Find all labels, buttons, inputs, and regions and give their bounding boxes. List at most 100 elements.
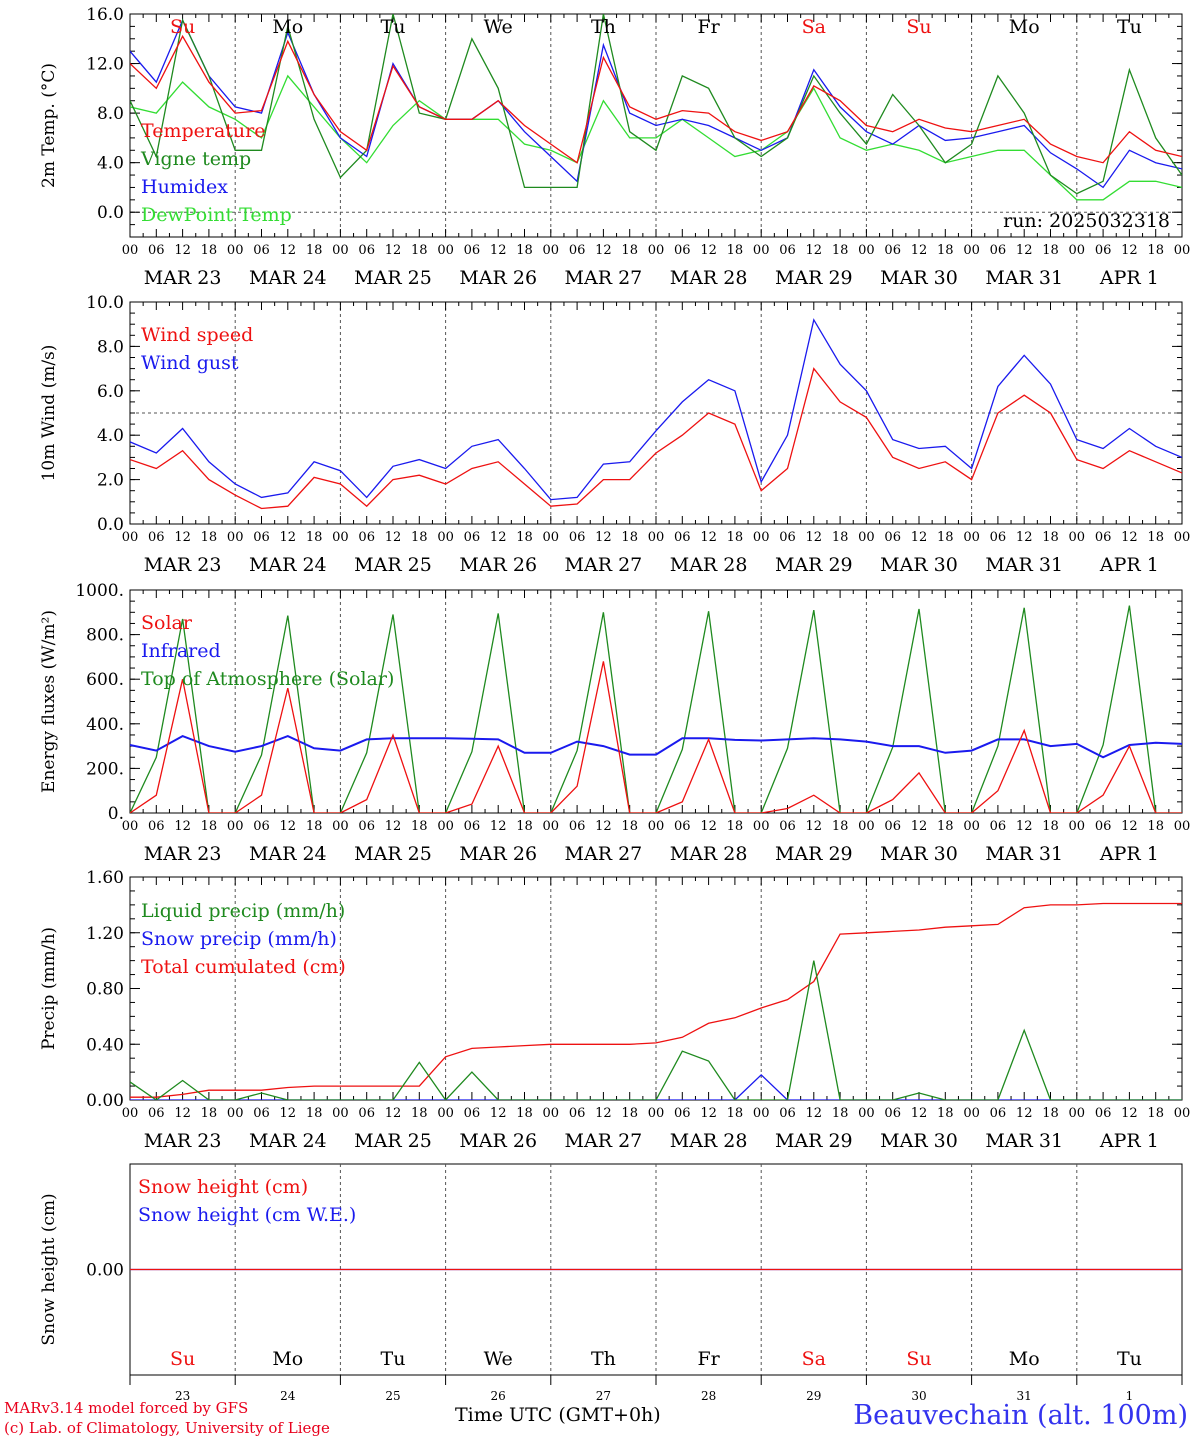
- day-number-label: 31: [1017, 1389, 1032, 1403]
- hour-tick-label: 12: [385, 1106, 402, 1121]
- hour-tick-label: 12: [806, 819, 823, 834]
- hour-tick-label: 00: [753, 530, 770, 545]
- hour-tick-label: 06: [990, 530, 1007, 545]
- hour-tick-label: 18: [1042, 819, 1059, 834]
- hour-tick-label: 12: [911, 1106, 928, 1121]
- day-number-label: 29: [806, 1389, 821, 1403]
- legend-entry: DewPoint Temp: [141, 204, 292, 226]
- y-tick-label: 16.0: [86, 5, 124, 25]
- date-label: MAR 27: [565, 267, 643, 289]
- run-label: run: 2025032318: [1003, 210, 1170, 232]
- hour-tick-label: 06: [464, 243, 481, 258]
- hour-tick-label: 06: [884, 243, 901, 258]
- date-label: MAR 25: [354, 554, 432, 576]
- date-label: APR 1: [1099, 843, 1159, 865]
- hour-tick-label: 12: [385, 819, 402, 834]
- hour-tick-label: 12: [1016, 819, 1033, 834]
- hour-tick-label: 12: [911, 530, 928, 545]
- weekday-label: Tu: [381, 1348, 406, 1370]
- hour-tick-label: 12: [490, 530, 507, 545]
- hour-tick-label: 00: [963, 819, 980, 834]
- panel-5: 0.00 Snow height (cm) Snow height (cm) Snow…: [39, 1163, 1183, 1403]
- hour-tick-label: 18: [832, 243, 849, 258]
- x-axis-title: Time UTC (GMT+0h): [455, 1404, 661, 1426]
- date-label: MAR 23: [144, 1130, 222, 1152]
- hour-tick-label: 12: [280, 1106, 297, 1121]
- date-label: MAR 31: [985, 1130, 1063, 1152]
- hour-tick-label: 06: [1095, 243, 1112, 258]
- hour-tick-label: 00: [543, 243, 560, 258]
- hour-tick-label: 06: [148, 530, 165, 545]
- y-tick-label: 2.0: [97, 471, 124, 491]
- day-number-label: 30: [911, 1389, 926, 1403]
- weekday-label: Mo: [272, 1348, 303, 1370]
- hour-tick-label: 18: [727, 530, 744, 545]
- y-tick-label: 4.0: [97, 426, 124, 446]
- panel-1: 16.0 12.0 8.0 4.0 0.0 2m Temp. (°C) Temperatur…: [39, 5, 1190, 289]
- hour-tick-label: 06: [884, 1106, 901, 1121]
- date-label: MAR 30: [880, 843, 958, 865]
- hour-tick-label: 18: [937, 1106, 954, 1121]
- hour-tick-label: 00: [648, 819, 665, 834]
- hour-tick-label: 00: [437, 1106, 454, 1121]
- y-tick-label: 0.0: [97, 203, 124, 223]
- hour-tick-label: 18: [201, 1106, 218, 1121]
- hour-tick-label: 00: [437, 530, 454, 545]
- hour-tick-label: 12: [595, 819, 612, 834]
- y-tick-label: 800.: [86, 626, 124, 646]
- weekday-label: Tu: [381, 16, 406, 38]
- date-label: APR 1: [1099, 554, 1159, 576]
- hour-tick-label: 12: [174, 819, 191, 834]
- y-axis-label: 2m Temp. (°C): [39, 63, 59, 188]
- hour-tick-label: 12: [700, 243, 717, 258]
- hour-tick-label: 18: [832, 819, 849, 834]
- hour-tick-label: 00: [437, 819, 454, 834]
- hour-tick-label: 00: [543, 1106, 560, 1121]
- hour-tick-label: 12: [385, 530, 402, 545]
- hour-tick-label: 00: [963, 1106, 980, 1121]
- hour-tick-label: 00: [963, 243, 980, 258]
- y-tick-label: 0.00: [86, 1261, 124, 1281]
- hour-tick-label: 06: [1095, 1106, 1112, 1121]
- hour-tick-label: 06: [569, 1106, 586, 1121]
- weekday-label: Su: [906, 1348, 931, 1370]
- series-line-2: [130, 14, 1182, 195]
- date-label: MAR 26: [459, 1130, 537, 1152]
- legend-entry: Vigne temp: [140, 148, 251, 170]
- hour-tick-label: 06: [464, 530, 481, 545]
- hour-tick-label: 06: [253, 530, 270, 545]
- hour-tick-label: 18: [201, 819, 218, 834]
- hour-tick-label: 18: [832, 530, 849, 545]
- hour-tick-label: 12: [1121, 530, 1138, 545]
- y-tick-label: 6.0: [97, 382, 124, 402]
- y-tick-label: 0.00: [86, 1091, 124, 1111]
- hour-tick-label: 18: [516, 1106, 533, 1121]
- hour-tick-label: 12: [595, 1106, 612, 1121]
- series-line-3: [130, 18, 1182, 189]
- series-line-1: [130, 367, 1182, 510]
- hour-tick-label: 06: [358, 819, 375, 834]
- hour-tick-label: 00: [1069, 1106, 1086, 1121]
- hour-tick-label: 00: [858, 1106, 875, 1121]
- date-label: MAR 24: [249, 1130, 327, 1152]
- date-label: MAR 25: [354, 843, 432, 865]
- day-number-label: 26: [491, 1389, 506, 1403]
- date-label: MAR 24: [249, 554, 327, 576]
- date-label: MAR 28: [670, 843, 748, 865]
- hour-tick-label: 18: [937, 243, 954, 258]
- date-label: MAR 27: [565, 554, 643, 576]
- weekday-label: Su: [906, 16, 931, 38]
- day-number-label: 27: [596, 1389, 611, 1403]
- weekday-label: Mo: [1009, 16, 1040, 38]
- legend-entry: Solar: [141, 612, 193, 634]
- date-label: MAR 29: [775, 1130, 853, 1152]
- hour-tick-label: 18: [1042, 1106, 1059, 1121]
- hour-tick-label: 18: [1042, 243, 1059, 258]
- hour-tick-label: 00: [1069, 530, 1086, 545]
- hour-tick-label: 00: [1174, 1106, 1191, 1121]
- weekday-label: Th: [591, 16, 616, 38]
- date-label: MAR 31: [985, 554, 1063, 576]
- hour-tick-label: 06: [464, 819, 481, 834]
- hour-tick-label: 18: [516, 530, 533, 545]
- hour-tick-label: 06: [990, 819, 1007, 834]
